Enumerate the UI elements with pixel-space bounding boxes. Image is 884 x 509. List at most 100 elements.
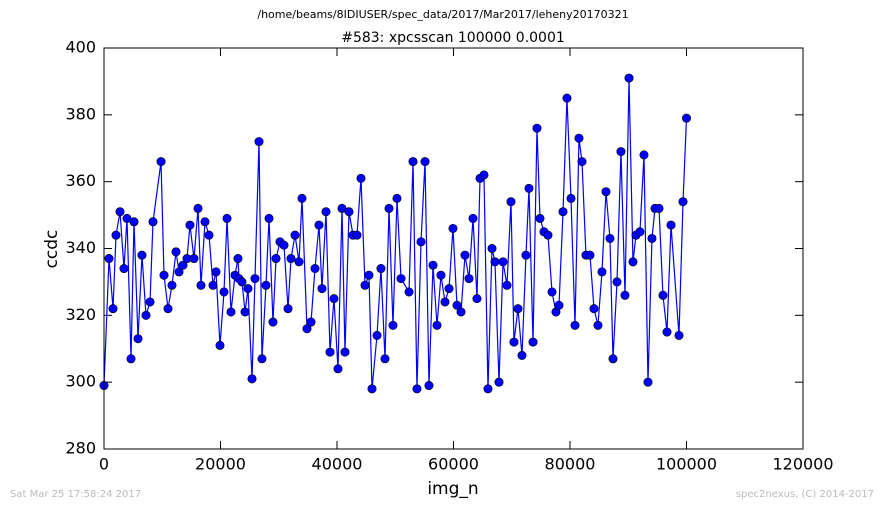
x-tick-label: 80000: [545, 455, 596, 474]
data-point: [133, 334, 143, 344]
data-point: [356, 173, 366, 183]
data-point: [612, 277, 622, 287]
data-point: [666, 220, 676, 230]
data-point: [589, 304, 599, 314]
data-point: [226, 307, 236, 317]
data-point: [290, 230, 300, 240]
data-point: [137, 250, 147, 260]
x-tick-label: 60000: [428, 455, 479, 474]
chart-title: #583: xpcsscan 100000 0.0001: [341, 30, 565, 46]
data-point: [647, 233, 657, 243]
data-point: [566, 193, 576, 203]
data-point: [468, 213, 478, 223]
data-point: [200, 217, 210, 227]
data-point: [593, 320, 603, 330]
data-point: [472, 294, 482, 304]
data-point: [678, 197, 688, 207]
data-point: [577, 157, 587, 167]
data-point: [624, 73, 634, 83]
data-point: [658, 290, 668, 300]
data-point: [264, 213, 274, 223]
data-point: [215, 340, 225, 350]
y-axis-label: ccdc: [42, 230, 62, 269]
data-point: [517, 350, 527, 360]
data-point: [506, 197, 516, 207]
data-point: [654, 203, 664, 213]
data-point: [156, 157, 166, 167]
data-point: [420, 157, 430, 167]
data-point: [167, 280, 177, 290]
data-point: [247, 374, 257, 384]
data-point: [628, 257, 638, 267]
data-point: [115, 207, 125, 217]
data-point: [257, 354, 267, 364]
data-point: [367, 384, 377, 394]
data-point: [494, 377, 504, 387]
data-point: [524, 183, 534, 193]
data-point: [444, 284, 454, 294]
data-point: [547, 287, 557, 297]
data-point: [302, 324, 312, 334]
data-point: [487, 244, 497, 254]
data-point: [601, 187, 611, 197]
data-point: [240, 307, 250, 317]
data-point: [424, 381, 434, 391]
data-point: [189, 254, 199, 264]
data-point: [681, 113, 691, 123]
data-point: [329, 294, 339, 304]
data-point: [558, 207, 568, 217]
x-tick-label: 40000: [312, 455, 363, 474]
data-point: [237, 277, 247, 287]
data-point: [171, 247, 181, 257]
data-point: [483, 384, 493, 394]
data-point: [620, 290, 630, 300]
data-point: [460, 250, 470, 260]
data-point: [364, 270, 374, 280]
data-point: [521, 250, 531, 260]
data-point: [279, 240, 289, 250]
y-tick-label: 360: [65, 171, 96, 190]
x-axis-label: img_n: [427, 479, 478, 499]
data-point: [254, 137, 264, 147]
plot-frame: [103, 47, 804, 450]
data-point: [185, 220, 195, 230]
data-point: [283, 304, 293, 314]
data-point: [344, 207, 354, 217]
data-point: [662, 327, 672, 337]
data-point: [502, 280, 512, 290]
data-point: [562, 93, 572, 103]
data-point: [574, 133, 584, 143]
data-point: [498, 257, 508, 267]
data-point: [261, 280, 271, 290]
data-point: [440, 297, 450, 307]
data-point: [174, 267, 184, 277]
data-point: [163, 304, 173, 314]
data-point: [408, 157, 418, 167]
data-point: [148, 217, 158, 227]
data-point: [310, 264, 320, 274]
data-point: [674, 330, 684, 340]
data-point: [333, 364, 343, 374]
data-point: [436, 270, 446, 280]
data-point: [608, 354, 618, 364]
data-point: [159, 270, 169, 280]
data-point: [294, 257, 304, 267]
data-point: [528, 337, 538, 347]
data-point: [464, 274, 474, 284]
data-point: [376, 264, 386, 274]
data-point: [178, 260, 188, 270]
y-tick-label: 300: [65, 372, 96, 391]
data-point: [314, 220, 324, 230]
data-point: [616, 147, 626, 157]
y-tick-label: 400: [65, 38, 96, 57]
data-point: [208, 280, 218, 290]
data-point: [412, 384, 422, 394]
data-point: [639, 150, 649, 160]
y-tick-label: 280: [65, 439, 96, 458]
y-tick-label: 320: [65, 305, 96, 324]
data-point: [352, 230, 362, 240]
data-point: [597, 267, 607, 277]
data-point: [193, 203, 203, 213]
data-point: [104, 254, 114, 264]
data-point: [432, 320, 442, 330]
